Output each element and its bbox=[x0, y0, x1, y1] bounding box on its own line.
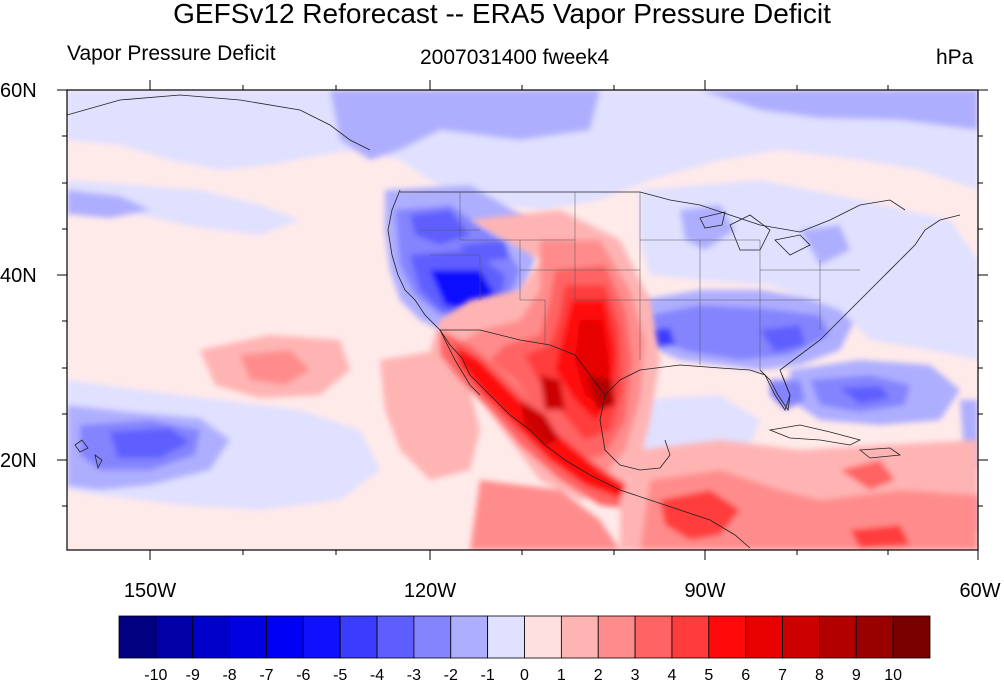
colorbar-tick-label: -7 bbox=[259, 667, 273, 684]
colorbar-swatch bbox=[782, 615, 820, 659]
colorbar-tick-label: -9 bbox=[186, 667, 200, 684]
colorbar-tick-label: 6 bbox=[741, 667, 750, 684]
colorbar-swatch bbox=[855, 615, 894, 659]
lon-label-150w: 150W bbox=[124, 580, 176, 602]
colorbar-swatch bbox=[892, 615, 931, 659]
colorbar-tick-label: -10 bbox=[144, 667, 167, 684]
lat-label-40n: 40N bbox=[0, 265, 37, 287]
colorbar-tick-label: -6 bbox=[296, 667, 310, 684]
forecast-time-label: 2007031400 fweek4 bbox=[420, 46, 610, 69]
lon-label-120w: 120W bbox=[404, 580, 456, 602]
colorbar-tick-label: 3 bbox=[631, 667, 640, 684]
coastline-and-borders bbox=[67, 94, 961, 549]
colorbar-tick-label: 7 bbox=[778, 667, 787, 684]
colorbar-swatch bbox=[155, 615, 194, 659]
colorbar-swatch bbox=[229, 615, 267, 659]
colorbar-tick-label: 9 bbox=[852, 667, 861, 684]
colorbar-swatch bbox=[524, 615, 562, 659]
colorbar-tick-label: -1 bbox=[481, 667, 495, 684]
colorbar-tick-label: -5 bbox=[333, 667, 347, 684]
colorbar-tick-label: 1 bbox=[557, 667, 566, 684]
colorbar-swatch bbox=[671, 615, 710, 659]
colorbar-swatch bbox=[708, 615, 747, 659]
colorbar-swatch bbox=[745, 615, 783, 659]
lon-label-60w: 60W bbox=[959, 580, 1000, 602]
colorbar bbox=[118, 615, 931, 659]
colorbar-tick-label: 0 bbox=[520, 667, 529, 684]
figure-title: GEFSv12 Reforecast -- ERA5 Vapor Pressur… bbox=[173, 0, 831, 29]
colorbar-tick-label: -4 bbox=[370, 667, 384, 684]
colorbar-tick-label: -2 bbox=[444, 667, 458, 684]
variable-label: Vapor Pressure Deficit bbox=[67, 42, 276, 65]
colorbar-tick-label: 10 bbox=[884, 667, 902, 684]
colorbar-swatch bbox=[118, 615, 157, 659]
colorbar-swatch bbox=[634, 615, 673, 659]
colorbar-swatch bbox=[450, 615, 489, 659]
colorbar-swatch bbox=[819, 615, 857, 659]
colorbar-tick-label: -8 bbox=[222, 667, 236, 684]
map-panel bbox=[67, 90, 978, 550]
state-boundaries bbox=[420, 192, 860, 370]
lon-label-90w: 90W bbox=[684, 580, 725, 602]
colorbar-swatch bbox=[266, 615, 304, 659]
colorbar-swatch bbox=[413, 615, 452, 659]
units-label: hPa bbox=[936, 46, 974, 69]
lat-label-20n: 20N bbox=[0, 450, 37, 472]
colorbar-swatch bbox=[376, 615, 415, 659]
colorbar-tick-label: 2 bbox=[594, 667, 603, 684]
lat-label-60n: 60N bbox=[0, 80, 37, 102]
colorbar-swatch bbox=[339, 615, 378, 659]
colorbar-swatch bbox=[560, 615, 599, 659]
colorbar-swatch bbox=[302, 615, 341, 659]
colorbar-swatch bbox=[487, 615, 525, 659]
colorbar-tick-label: 5 bbox=[704, 667, 713, 684]
colorbar-tick-label: -3 bbox=[407, 667, 421, 684]
colorbar-tick-label: 8 bbox=[815, 667, 824, 684]
colorbar-swatch bbox=[597, 615, 636, 659]
colorbar-labels: -10 -9 -8 -7 -6 -5 -4 -3 -2 -1 0 1 2 3 4 5 6 7 8 9 10 bbox=[144, 667, 902, 684]
colorbar-tick-label: 4 bbox=[668, 667, 677, 684]
axis-ticks bbox=[57, 80, 988, 560]
colorbar-swatch bbox=[192, 615, 230, 659]
